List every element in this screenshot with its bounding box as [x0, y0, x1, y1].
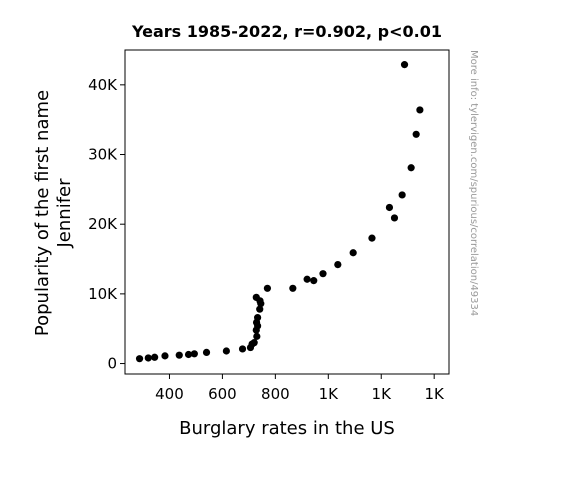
- data-point: [368, 234, 376, 242]
- x-tick-label: 1K: [424, 385, 445, 403]
- data-point: [135, 355, 144, 363]
- data-point: [400, 61, 409, 69]
- data-point: [407, 164, 415, 172]
- data-point: [263, 284, 272, 292]
- y-tick-label: 20K: [88, 215, 118, 233]
- data-point: [175, 351, 183, 359]
- y-tick-label: 0: [107, 355, 117, 373]
- data-point: [253, 332, 261, 340]
- data-point: [184, 350, 193, 359]
- data-point: [412, 130, 420, 138]
- watermark: More info: tylervigen.com/spurious/corre…: [468, 50, 479, 316]
- y-axis-label: Popularity of the first name Jennifer: [32, 90, 75, 336]
- data-point: [202, 348, 211, 356]
- data-point: [246, 343, 255, 352]
- data-point: [385, 203, 394, 212]
- y-tick-label: 10K: [88, 285, 118, 303]
- data-point: [151, 353, 159, 361]
- data-point: [257, 300, 265, 308]
- x-tick-label: 1K: [319, 385, 340, 403]
- data-point: [222, 347, 230, 355]
- ticks: 400 600 800 1K 1K 1K 0 10K 20K 30K 40K: [88, 76, 445, 403]
- data-point: [161, 352, 169, 360]
- data-point: [390, 214, 399, 222]
- y-axis-label-line-2: Jennifer: [54, 178, 75, 249]
- data-point: [349, 249, 357, 257]
- plot-frame: [124, 49, 450, 375]
- data-point: [416, 106, 424, 114]
- y-tick-label: 30K: [88, 146, 118, 164]
- data-point: [310, 277, 318, 285]
- data-point: [303, 275, 311, 283]
- data-point: [398, 191, 406, 199]
- data-point: [289, 284, 297, 292]
- x-axis-label: Burglary rates in the US: [179, 418, 395, 439]
- x-tick-label: 800: [261, 385, 290, 403]
- x-tick-label: 400: [155, 385, 184, 403]
- data-point: [252, 326, 260, 334]
- data-point: [238, 345, 247, 353]
- data-point: [319, 270, 327, 278]
- data-point: [256, 305, 264, 313]
- data-point: [334, 261, 342, 269]
- x-tick-label: 1K: [372, 385, 393, 403]
- y-axis-label-line-1: Popularity of the first name: [32, 90, 53, 336]
- x-tick-label: 600: [208, 385, 237, 403]
- chart-title: Years 1985-2022, r=0.902, p<0.01: [131, 22, 442, 41]
- data-points: [135, 61, 424, 363]
- y-tick-label: 40K: [88, 76, 118, 94]
- data-point: [144, 354, 152, 362]
- data-point: [190, 350, 198, 358]
